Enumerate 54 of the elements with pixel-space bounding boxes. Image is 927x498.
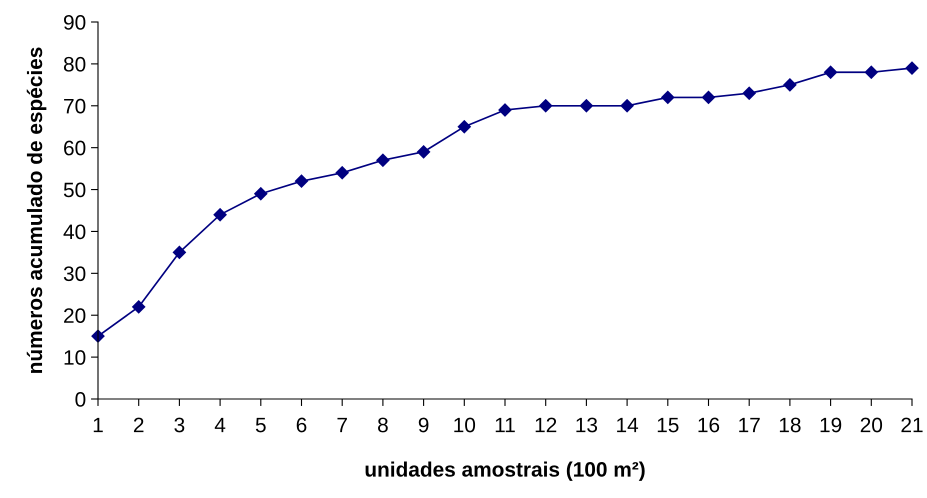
y-tick-label: 30 <box>64 266 86 282</box>
x-tick-label: 6 <box>296 418 306 432</box>
x-tick-label: 2 <box>134 418 144 432</box>
y-tick-label: 60 <box>64 140 86 156</box>
x-tick-label: 12 <box>536 418 556 432</box>
point <box>376 154 390 167</box>
point <box>132 300 146 314</box>
point <box>661 90 674 104</box>
point <box>824 66 838 79</box>
x-tick-label: 1 <box>94 418 103 432</box>
point <box>864 66 878 79</box>
x-tick-label: 20 <box>860 418 882 432</box>
x-tick-label: 17 <box>739 418 760 432</box>
x-tick-label: 16 <box>698 418 720 432</box>
point <box>214 208 227 222</box>
y-tick-label: 90 <box>64 15 86 30</box>
x-tick-label: 15 <box>658 418 679 432</box>
x-tick-label: 8 <box>378 418 388 432</box>
point <box>742 86 756 100</box>
y-tick-label: 20 <box>64 308 86 323</box>
y-tick-label: 70 <box>64 98 86 114</box>
point <box>498 103 512 117</box>
x-tick-label: 13 <box>576 418 598 432</box>
x-axis-title: unidades amostrais (100 m²) <box>366 461 645 481</box>
point <box>254 187 268 200</box>
y-tick-label: 50 <box>64 182 86 198</box>
point <box>539 99 552 112</box>
point <box>702 90 716 104</box>
point <box>783 78 796 92</box>
point <box>905 61 919 75</box>
point <box>172 246 186 259</box>
y-tick-label: 80 <box>64 56 86 72</box>
point <box>458 120 471 134</box>
x-tick-label: 4 <box>214 418 226 432</box>
x-tick-label: 19 <box>820 418 842 432</box>
x-tick-label: 9 <box>418 418 428 432</box>
x-tick-label: 3 <box>174 418 184 432</box>
x-tick-label: 10 <box>454 418 476 432</box>
point <box>294 174 308 188</box>
x-tick-label: 7 <box>337 418 347 432</box>
point <box>620 99 634 112</box>
point <box>336 166 349 180</box>
y-axis-title: números acumulado de espécies <box>26 48 46 373</box>
y-tick-label: 10 <box>64 350 86 365</box>
y-tick-label: 0 <box>75 392 86 407</box>
point <box>91 330 105 343</box>
x-tick-label: 14 <box>617 418 638 432</box>
point <box>417 145 430 158</box>
x-tick-label: 21 <box>901 418 923 432</box>
x-tick-label: 18 <box>780 418 801 432</box>
x-tick-label: 11 <box>496 418 515 432</box>
y-tick-label: 40 <box>64 224 86 240</box>
x-tick-label: 5 <box>256 418 266 432</box>
point <box>580 99 593 112</box>
